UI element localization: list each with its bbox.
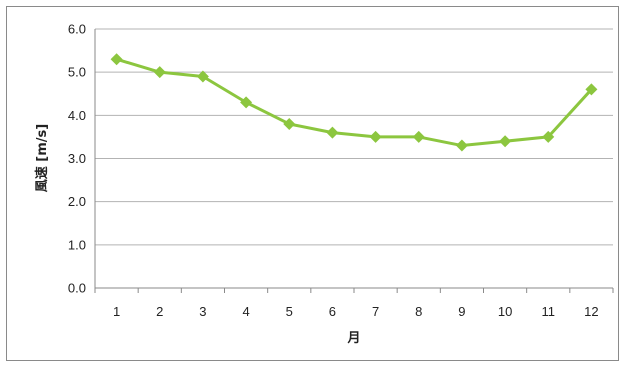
- data-point: [369, 130, 382, 143]
- x-tick-label: 7: [372, 304, 379, 319]
- y-axis-title: 風速 [m/s]: [34, 124, 50, 192]
- data-point: [153, 66, 166, 79]
- x-tick-label: 11: [542, 304, 556, 319]
- x-tick-label: 3: [199, 304, 206, 319]
- grid-lines: [94, 28, 614, 293]
- y-tick-label: 6.0: [68, 22, 86, 37]
- data-point: [283, 117, 296, 130]
- x-tick-label: 5: [286, 304, 293, 319]
- x-tick-label: 8: [415, 304, 422, 319]
- x-axis-title: 月: [346, 331, 360, 346]
- x-tick-label: 10: [498, 304, 512, 319]
- series-group: [110, 53, 598, 152]
- x-tick-label: 1: [113, 304, 120, 319]
- x-tick-label: 9: [458, 304, 465, 319]
- data-point: [585, 83, 598, 96]
- data-point: [455, 139, 468, 152]
- x-tick-label: 4: [242, 304, 249, 319]
- y-tick-label: 3.0: [68, 151, 86, 166]
- data-point: [542, 130, 555, 143]
- y-tick-label: 5.0: [68, 65, 86, 80]
- x-tick-label: 12: [584, 304, 598, 319]
- y-tick-label: 0.0: [68, 281, 86, 296]
- data-point: [110, 53, 123, 66]
- series-line: [116, 57, 593, 148]
- data-point: [412, 130, 425, 143]
- data-point: [196, 70, 209, 83]
- y-tick-label: 1.0: [68, 237, 86, 252]
- x-tick-labels: 1 2 3 4 5 6 7 8 9 10 11 12: [113, 304, 599, 319]
- data-point: [326, 126, 339, 139]
- data-point: [240, 96, 253, 109]
- data-point: [499, 135, 512, 148]
- y-tick-label: 4.0: [68, 108, 86, 123]
- x-tick-label: 2: [156, 304, 163, 319]
- y-tick-labels: 0.0 1.0 2.0 3.0 4.0 5.0 6.0: [68, 22, 86, 296]
- x-tick-label: 6: [329, 304, 336, 319]
- chart-frame: [6, 6, 619, 361]
- y-tick-label: 2.0: [68, 194, 86, 209]
